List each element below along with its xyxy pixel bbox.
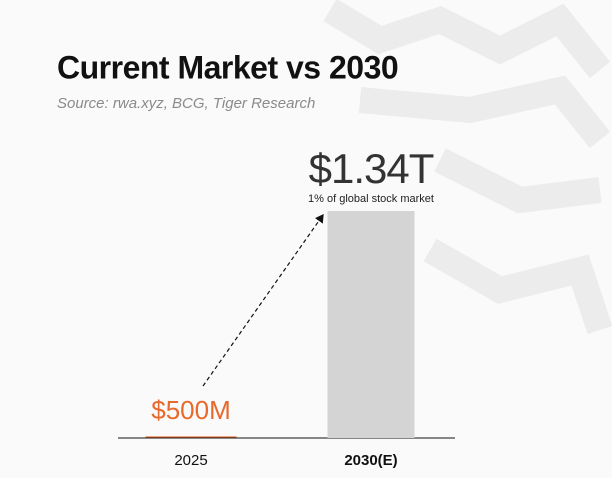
value-label: $1.34T	[309, 145, 434, 192]
chart-subtitle: Source: rwa.xyz, BCG, Tiger Research	[57, 95, 315, 112]
x-tick-label: 2030(E)	[344, 452, 397, 469]
chart-title: Current Market vs 2030	[57, 49, 398, 85]
watermark-stroke	[434, 148, 602, 214]
watermark	[323, 0, 612, 335]
x-tick-label: 2025	[174, 452, 207, 469]
value-label: $500M	[151, 395, 231, 425]
watermark-stroke	[358, 75, 611, 149]
annotation: 1% of global stock market	[308, 193, 434, 205]
watermark-stroke	[323, 0, 611, 79]
watermark-stroke	[423, 238, 612, 335]
bar	[327, 211, 415, 438]
